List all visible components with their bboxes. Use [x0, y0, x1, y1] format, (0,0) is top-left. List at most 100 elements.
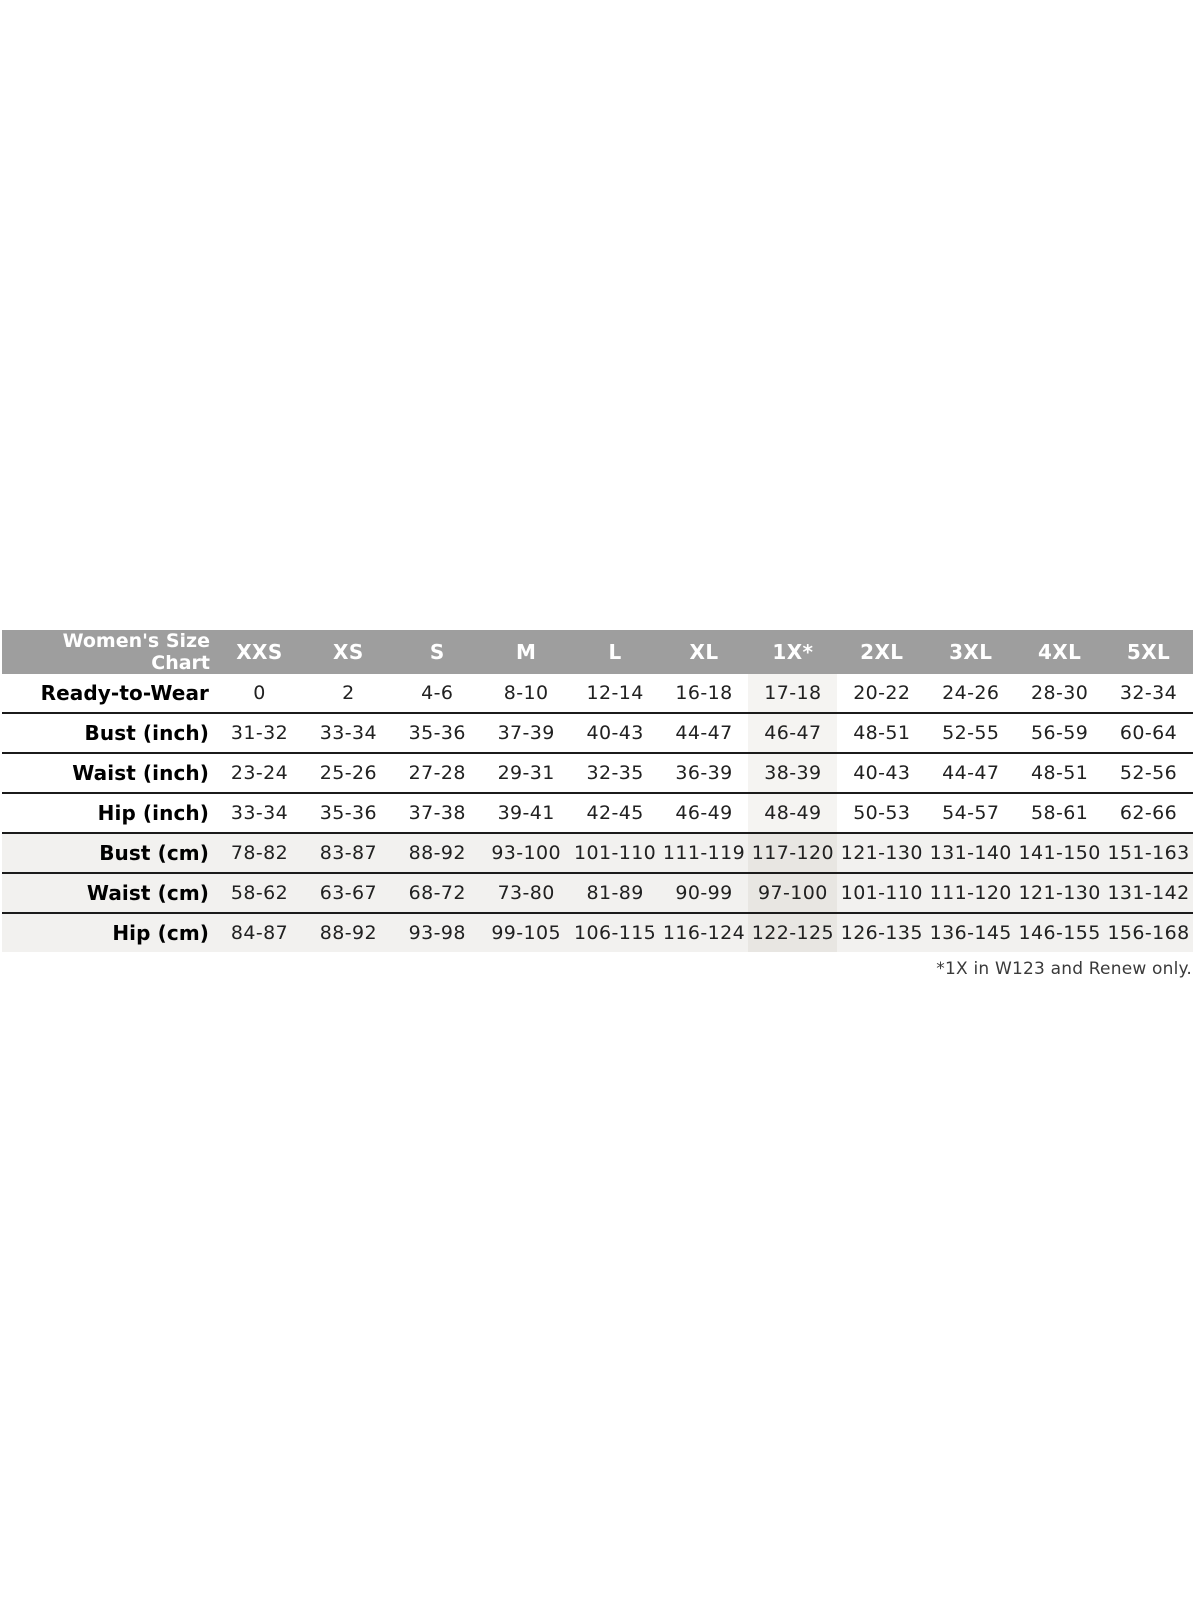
cell: 42-45: [570, 793, 660, 834]
cell: 131-142: [1104, 873, 1193, 914]
column-header-1x: 1X*: [748, 630, 838, 674]
cell: 62-66: [1104, 793, 1193, 834]
table-head: Women's Size Chart XXS XS S M L XL 1X* 2XL 3XL 4X…: [2, 630, 1193, 674]
cell: 111-119: [659, 833, 749, 874]
column-header-2xl: 2XL: [837, 630, 927, 674]
cell: 101-110: [570, 833, 660, 874]
cell: 37-39: [481, 713, 571, 754]
cell: 27-28: [392, 753, 482, 794]
cell: 90-99: [659, 873, 749, 914]
cell: 32-34: [1104, 674, 1193, 714]
cell: 39-41: [481, 793, 571, 834]
table-row: Hip (cm) 84-87 88-92 93-98 99-105 106-115 116-…: [2, 913, 1193, 952]
cell: 46-49: [659, 793, 749, 834]
cell: 36-39: [659, 753, 749, 794]
cell: 81-89: [570, 873, 660, 914]
size-chart-table: Women's Size Chart XXS XS S M L XL 1X* 2XL 3XL 4X…: [2, 630, 1193, 952]
cell: 93-100: [481, 833, 571, 874]
cell: 121-130: [837, 833, 927, 874]
column-header-xxs: XXS: [215, 630, 304, 674]
cell: 23-24: [215, 753, 304, 794]
cell: 33-34: [303, 713, 393, 754]
column-header-5xl: 5XL: [1104, 630, 1193, 674]
table-row: Bust (inch) 31-32 33-34 35-36 37-39 40-43 44-4…: [2, 713, 1193, 754]
cell: 2: [303, 674, 393, 714]
cell: 17-18: [748, 674, 838, 714]
cell: 20-22: [837, 674, 927, 714]
column-header-3xl: 3XL: [926, 630, 1016, 674]
column-header-m: M: [481, 630, 571, 674]
cell: 37-38: [392, 793, 482, 834]
cell: 136-145: [926, 913, 1016, 952]
cell: 46-47: [748, 713, 838, 754]
cell: 60-64: [1104, 713, 1193, 754]
footnote: *1X in W123 and Renew only.: [936, 959, 1192, 979]
cell: 97-100: [748, 873, 838, 914]
cell: 56-59: [1015, 713, 1105, 754]
table-row: Waist (inch) 23-24 25-26 27-28 29-31 32-35 36-…: [2, 753, 1193, 794]
table-row: Waist (cm) 58-62 63-67 68-72 73-80 81-89 90-99…: [2, 873, 1193, 914]
cell: 83-87: [303, 833, 393, 874]
cell: 35-36: [392, 713, 482, 754]
table-row: Bust (cm) 78-82 83-87 88-92 93-100 101-110 111…: [2, 833, 1193, 874]
cell: 131-140: [926, 833, 1016, 874]
cell: 88-92: [303, 913, 393, 952]
cell: 73-80: [481, 873, 571, 914]
table-row: Hip (inch) 33-34 35-36 37-38 39-41 42-45 46-49…: [2, 793, 1193, 834]
cell: 40-43: [837, 753, 927, 794]
cell: 44-47: [659, 713, 749, 754]
cell: 68-72: [392, 873, 482, 914]
cell: 58-61: [1015, 793, 1105, 834]
cell: 50-53: [837, 793, 927, 834]
cell: 121-130: [1015, 873, 1105, 914]
cell: 24-26: [926, 674, 1016, 714]
table-row: Ready-to-Wear 0 2 4-6 8-10 12-14 16-18 17-18 20-…: [2, 674, 1193, 714]
cell: 48-49: [748, 793, 838, 834]
cell: 111-120: [926, 873, 1016, 914]
header-row: Women's Size Chart XXS XS S M L XL 1X* 2XL 3XL 4X…: [2, 630, 1193, 674]
cell: 0: [215, 674, 304, 714]
row-label: Ready-to-Wear: [2, 674, 215, 714]
cell: 88-92: [392, 833, 482, 874]
cell: 4-6: [392, 674, 482, 714]
cell: 63-67: [303, 873, 393, 914]
row-label: Bust (cm): [2, 833, 215, 874]
row-label: Hip (cm): [2, 913, 215, 952]
cell: 141-150: [1015, 833, 1105, 874]
cell: 93-98: [392, 913, 482, 952]
column-header-4xl: 4XL: [1015, 630, 1105, 674]
cell: 52-56: [1104, 753, 1193, 794]
table-title: Women's Size Chart: [2, 630, 215, 674]
row-label: Waist (inch): [2, 753, 215, 794]
cell: 44-47: [926, 753, 1016, 794]
cell: 54-57: [926, 793, 1016, 834]
cell: 117-120: [748, 833, 838, 874]
cell: 126-135: [837, 913, 927, 952]
cell: 32-35: [570, 753, 660, 794]
cell: 116-124: [659, 913, 749, 952]
size-chart: Women's Size Chart XXS XS S M L XL 1X* 2XL 3XL 4X…: [2, 630, 1193, 979]
cell: 101-110: [837, 873, 927, 914]
cell: 28-30: [1015, 674, 1105, 714]
cell: 33-34: [215, 793, 304, 834]
cell: 8-10: [481, 674, 571, 714]
cell: 78-82: [215, 833, 304, 874]
cell: 25-26: [303, 753, 393, 794]
column-header-l: L: [570, 630, 660, 674]
table-body: Ready-to-Wear 0 2 4-6 8-10 12-14 16-18 17-18 20-…: [2, 674, 1193, 952]
cell: 40-43: [570, 713, 660, 754]
cell: 58-62: [215, 873, 304, 914]
cell: 151-163: [1104, 833, 1193, 874]
row-label: Hip (inch): [2, 793, 215, 834]
row-label: Waist (cm): [2, 873, 215, 914]
cell: 146-155: [1015, 913, 1105, 952]
column-header-xl: XL: [659, 630, 749, 674]
column-header-xs: XS: [303, 630, 393, 674]
cell: 84-87: [215, 913, 304, 952]
cell: 48-51: [1015, 753, 1105, 794]
cell: 38-39: [748, 753, 838, 794]
cell: 35-36: [303, 793, 393, 834]
cell: 156-168: [1104, 913, 1193, 952]
cell: 99-105: [481, 913, 571, 952]
